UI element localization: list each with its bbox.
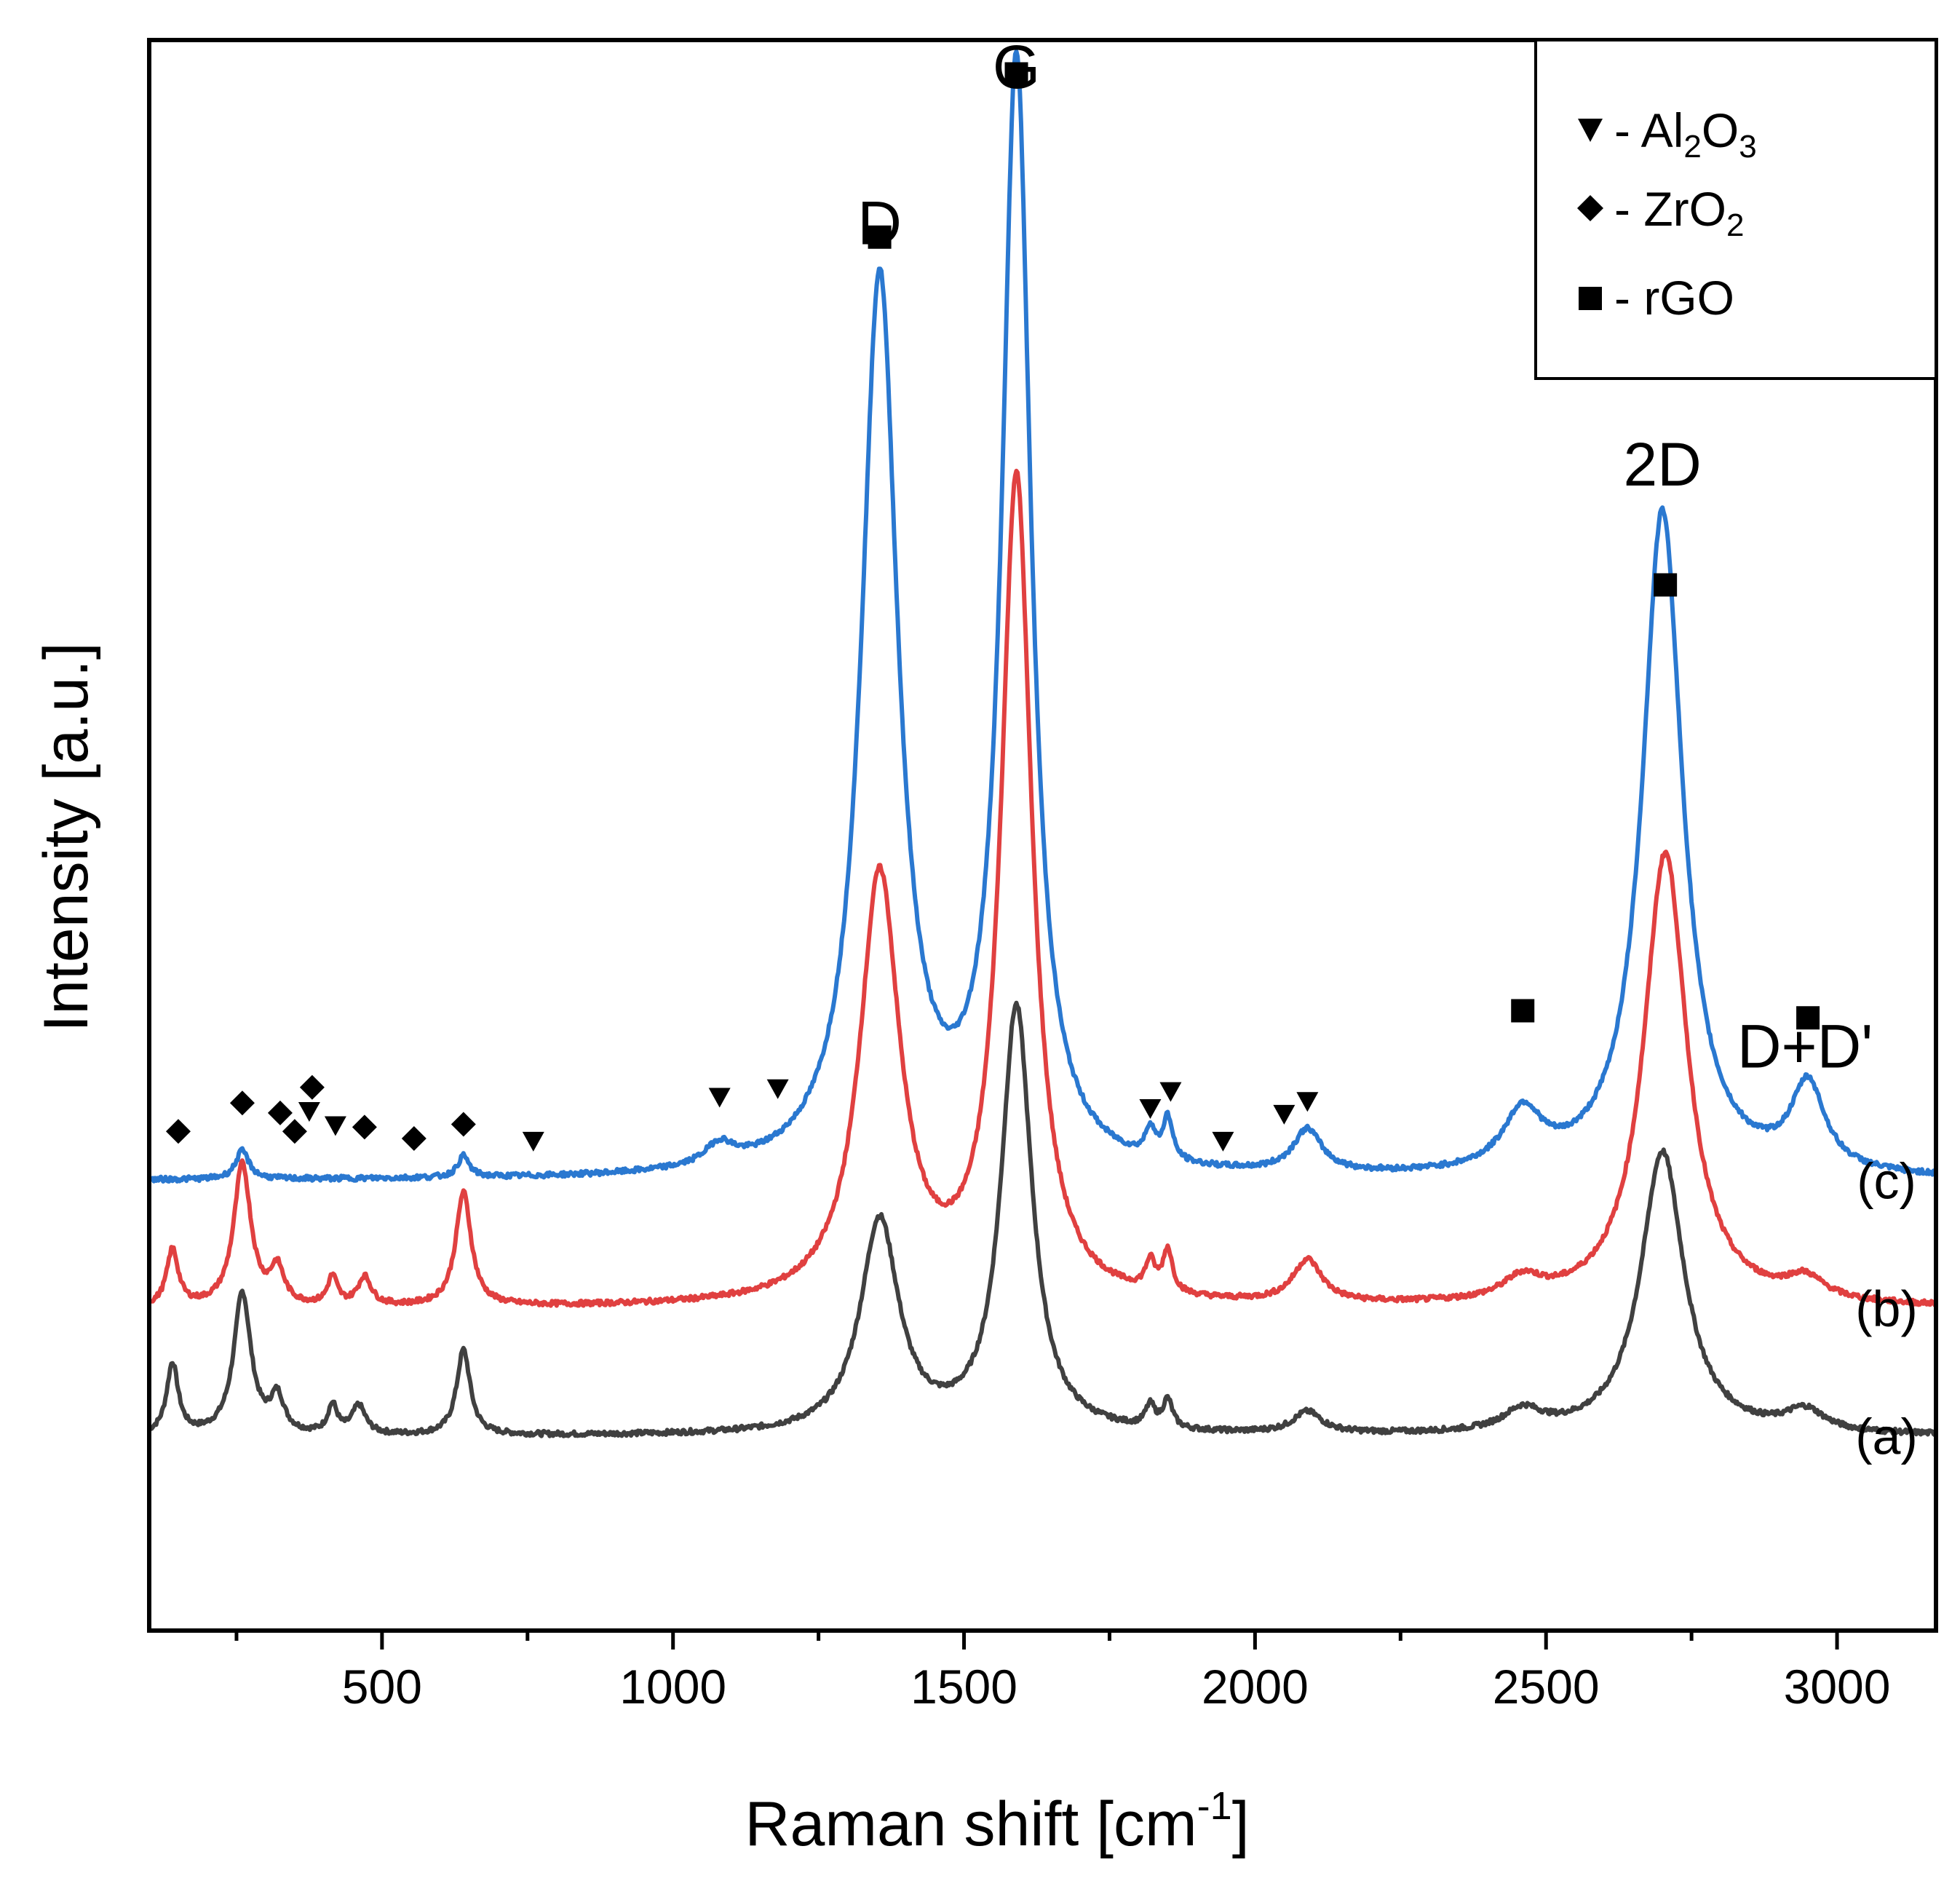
legend-al2o3-sub2: 3: [1739, 129, 1756, 165]
rgo-square-marker: [868, 225, 892, 249]
peak-label: D: [857, 189, 902, 258]
al2o3-triangle-marker: [298, 1101, 320, 1122]
legend-diamond-icon: [1577, 195, 1603, 221]
svg-text:- Al2O3: - Al2O3: [1614, 103, 1757, 165]
al2o3-triangle-marker: [522, 1131, 544, 1152]
al2o3-triangle-marker: [1212, 1131, 1234, 1152]
legend-al2o3-mid: O: [1702, 103, 1739, 157]
zro2-diamond-marker: [451, 1112, 476, 1137]
series-line-1: [148, 1000, 1938, 1438]
legend-al2o3-prefix: - Al: [1614, 103, 1683, 157]
x-tick-label: 500: [342, 1660, 422, 1714]
zro2-diamond-marker: [352, 1114, 377, 1140]
rgo-square-marker: [1511, 999, 1535, 1023]
x-tick-label: 3000: [1784, 1660, 1891, 1714]
peak-label: 2D: [1623, 430, 1701, 499]
zro2-diamond-marker: [267, 1100, 293, 1125]
marker-layer: [165, 62, 1820, 1152]
series-line-2: [147, 468, 1938, 1308]
legend-al2o3-sub1: 2: [1683, 129, 1701, 165]
zro2-diamond-marker: [282, 1119, 307, 1144]
legend-box: [1534, 39, 1937, 380]
svg-text:Raman shift [cm-1]: Raman shift [cm-1]: [745, 1784, 1249, 1859]
x-tick-label: 2500: [1493, 1660, 1600, 1714]
legend-rgo-text: - rGO: [1614, 271, 1734, 325]
x-axis-title-superscript: -1: [1197, 1784, 1232, 1828]
rgo-square-marker: [1004, 62, 1028, 86]
legend-triangle-icon: [1578, 119, 1603, 142]
x-axis-title-end: ]: [1232, 1789, 1250, 1859]
series-line-3: [147, 49, 1937, 1184]
al2o3-triangle-marker: [1139, 1099, 1162, 1120]
legend-entry-rgo: - rGO: [1579, 271, 1734, 325]
x-tick-label: 2000: [1202, 1660, 1309, 1714]
legend-entry-al2o3: - Al2O3: [1578, 103, 1757, 165]
series-layer: [147, 49, 1938, 1438]
curve-label: (b): [1855, 1280, 1918, 1337]
al2o3-triangle-marker: [708, 1088, 731, 1108]
al2o3-triangle-marker: [1296, 1092, 1319, 1112]
al2o3-triangle-marker: [324, 1116, 346, 1136]
zro2-diamond-marker: [165, 1119, 191, 1144]
peak-label: D+D': [1737, 1013, 1873, 1081]
legend-square-icon: [1579, 287, 1602, 310]
zro2-diamond-marker: [229, 1090, 255, 1116]
annotation-layer: D G 2D D+D' (c) (b) (a): [857, 33, 1918, 1465]
rgo-square-marker: [1654, 573, 1678, 597]
al2o3-triangle-marker: [1273, 1104, 1296, 1125]
al2o3-triangle-marker: [766, 1079, 789, 1099]
curve-label: (c): [1857, 1153, 1916, 1210]
legend-zro2-sub1: 2: [1726, 207, 1744, 243]
x-axis-ticks: 500 1000 1500 2000 2500 3000: [234, 1631, 1891, 1714]
rgo-square-marker: [1796, 1006, 1820, 1030]
legend: - Al2O3 - ZrO2 - rGO: [1534, 39, 1937, 380]
x-axis-title: Raman shift [cm-1]: [745, 1784, 1249, 1859]
svg-text:- ZrO2: - ZrO2: [1614, 182, 1744, 243]
zro2-diamond-marker: [299, 1074, 325, 1100]
x-tick-label: 1000: [619, 1660, 726, 1714]
curve-label: (a): [1855, 1409, 1918, 1465]
al2o3-triangle-marker: [1159, 1082, 1182, 1102]
zro2-diamond-marker: [401, 1126, 426, 1151]
x-tick-label: 1500: [910, 1660, 1017, 1714]
legend-zro2-prefix: - ZrO: [1614, 182, 1726, 236]
x-axis-title-text: Raman shift [cm: [745, 1789, 1197, 1859]
plot-frame: [147, 38, 1938, 1633]
peak-label: G: [993, 33, 1040, 101]
y-axis-title: Intensity [a.u.]: [31, 642, 101, 1031]
legend-entry-zro2: - ZrO2: [1577, 182, 1744, 243]
